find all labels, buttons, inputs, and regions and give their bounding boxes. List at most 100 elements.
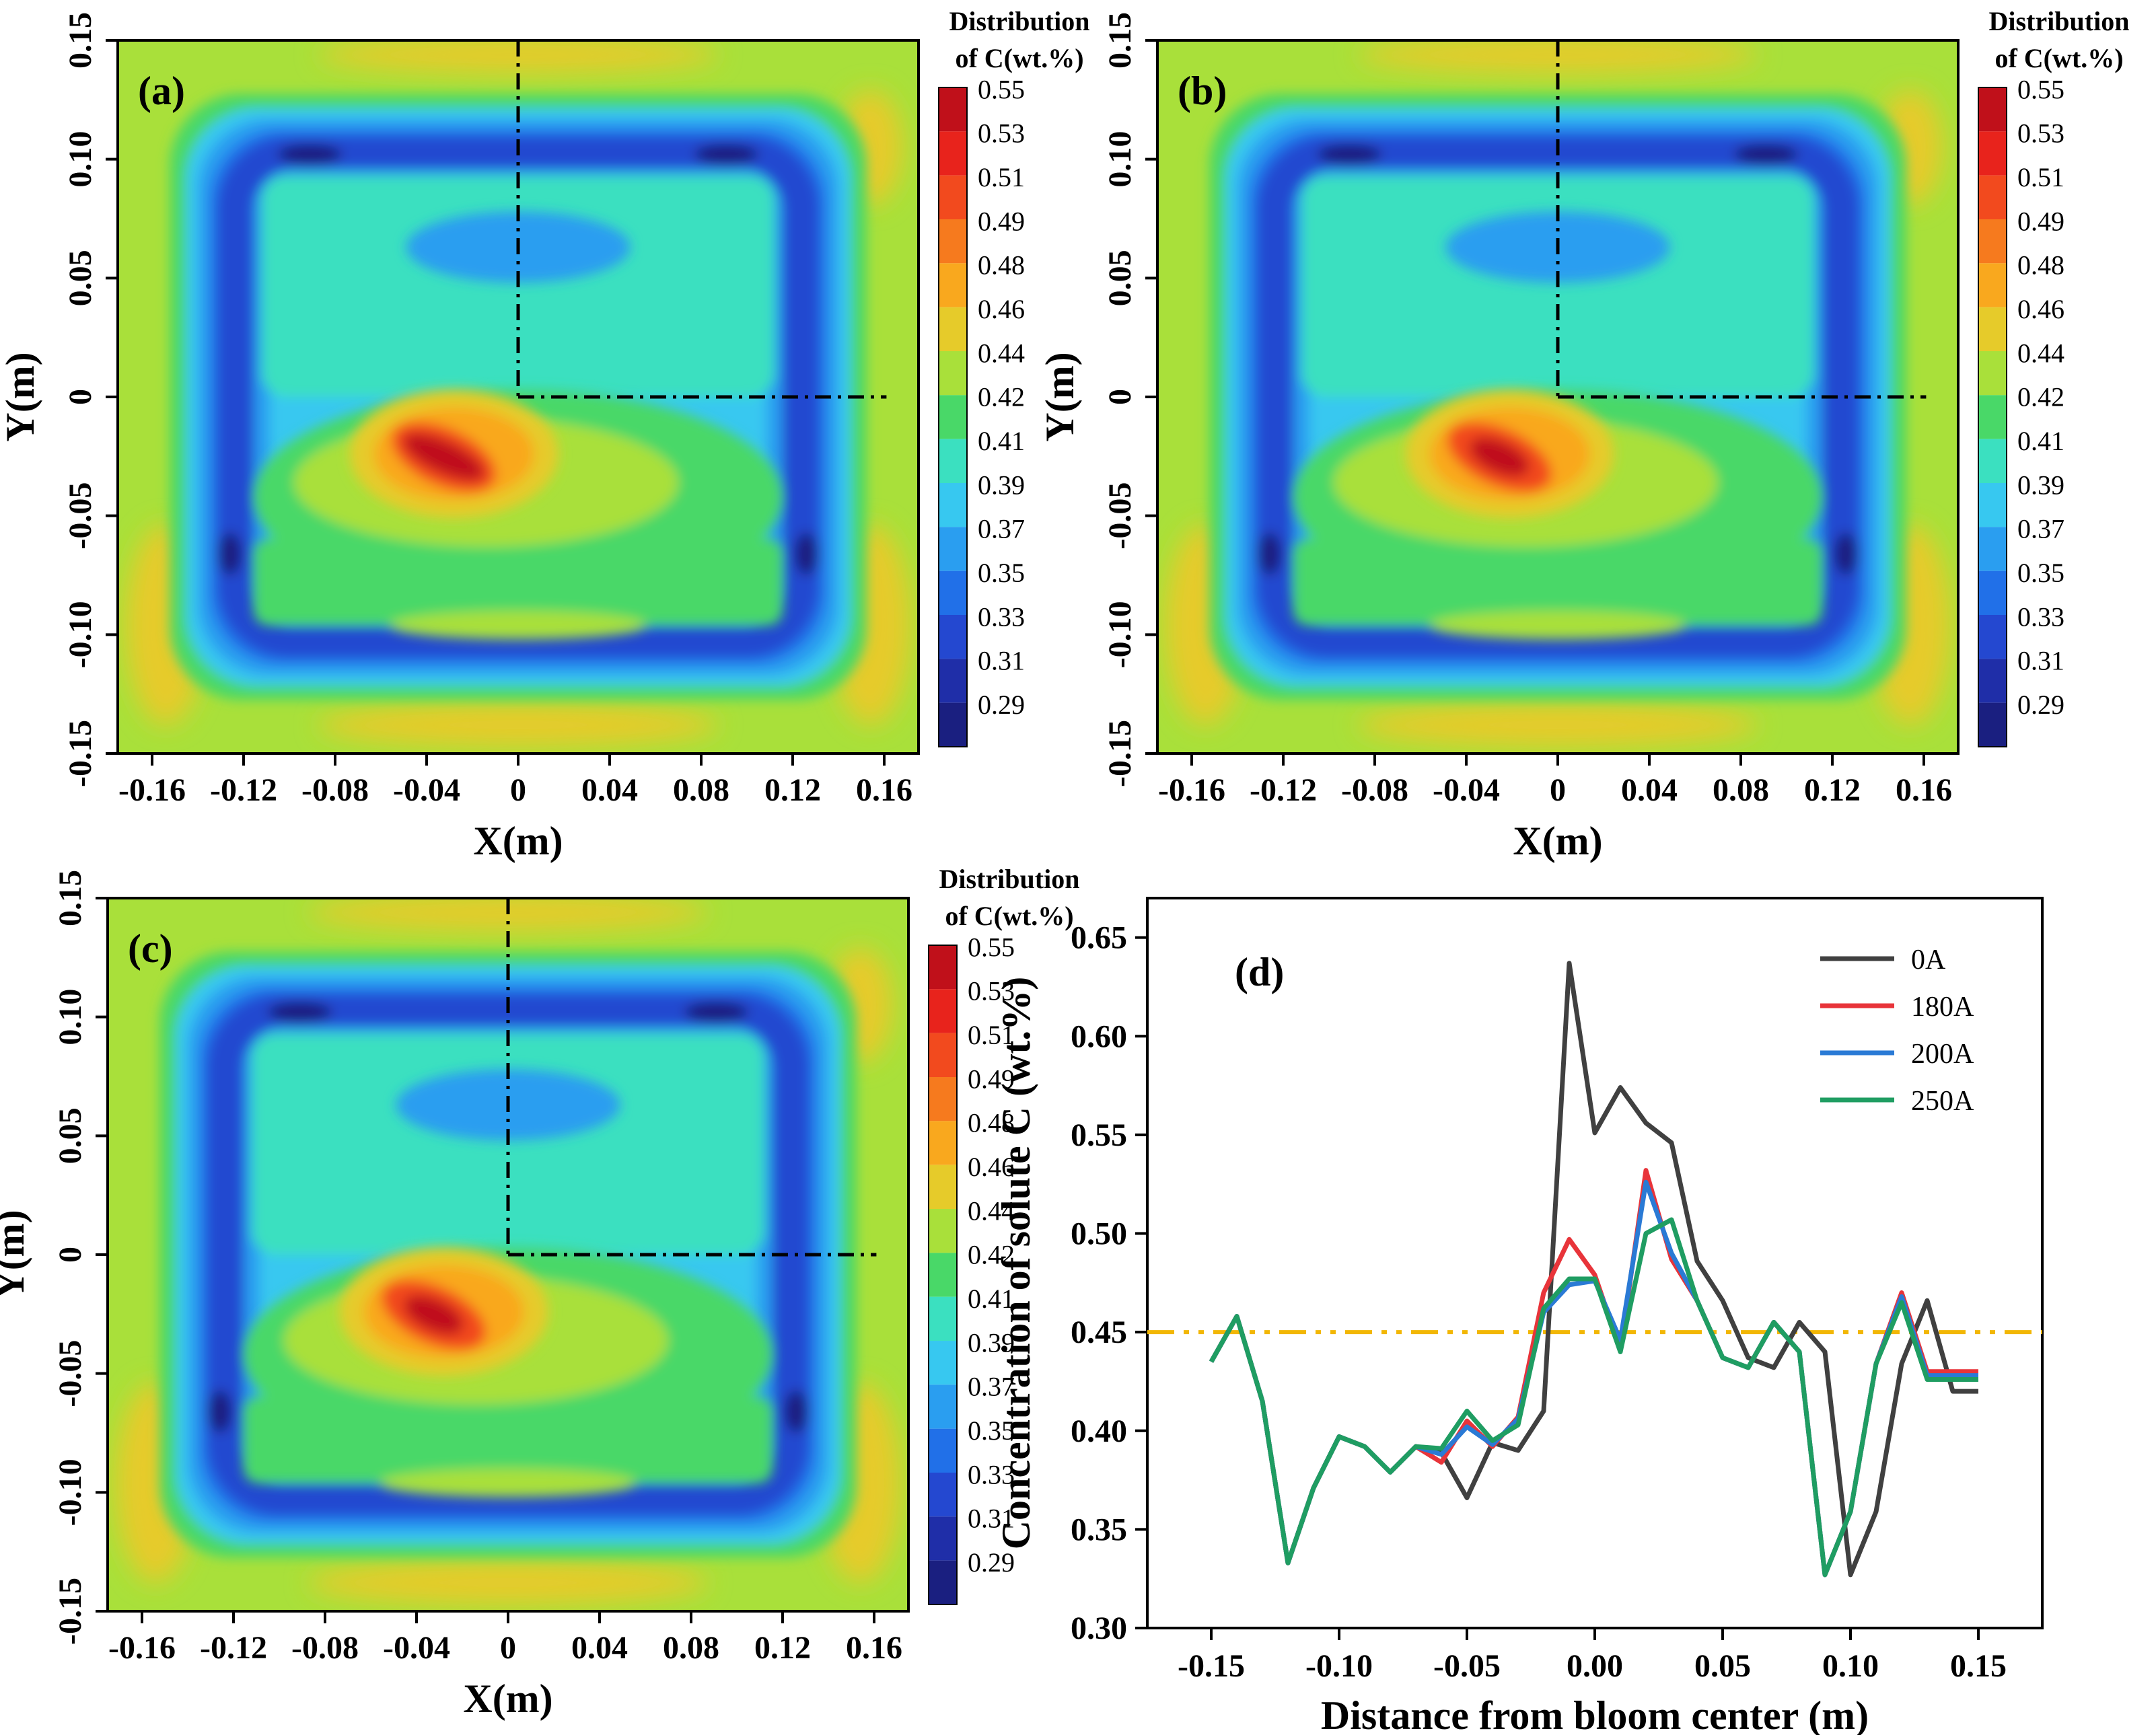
colorbar-swatch (929, 1341, 957, 1385)
colorbar-swatch (1978, 87, 2007, 132)
legend-label: 250A (1911, 1086, 1974, 1117)
y-tick-label: 0.50 (1071, 1216, 1127, 1252)
x-tick-label: 0 (1550, 772, 1566, 808)
colorbar-swatch (939, 570, 967, 615)
x-tick-label: -0.04 (393, 772, 460, 808)
colorbar-level-label: 0.48 (2017, 250, 2064, 281)
colorbar-level-label: 0.33 (968, 1459, 1015, 1489)
colorbar-level-label: 0.53 (2017, 118, 2064, 149)
colorbar-level-label: 0.39 (968, 1327, 1015, 1358)
x-tick-label: -0.15 (1178, 1648, 1245, 1684)
colorbar-swatch (929, 1121, 957, 1165)
colorbar-swatch (929, 1033, 957, 1077)
colorbar-level-label: 0.39 (2017, 470, 2064, 500)
colorbar-swatch (1978, 483, 2007, 527)
colorbar-title-unit: of C(wt.%) (1995, 43, 2123, 73)
colorbar-swatch (939, 87, 967, 132)
colorbar-title-unit: of C(wt.%) (945, 901, 1073, 931)
y-tick-label: 0.30 (1071, 1611, 1127, 1646)
colorbar-level-label: 0.49 (2017, 206, 2064, 236)
plot-frame (1146, 897, 2044, 1629)
colorbar-level-label: 0.53 (978, 118, 1025, 149)
y-tick-label: 0.15 (52, 870, 88, 926)
y-tick-label: -0.10 (52, 1459, 88, 1526)
x-tick-label: -0.12 (200, 1630, 267, 1666)
y-tick-label: 0.60 (1071, 1019, 1127, 1054)
colorbar-level-label: 0.35 (968, 1415, 1015, 1446)
legend-label: 0A (1911, 945, 1946, 975)
y-tick-label: 0.10 (63, 131, 98, 188)
y-tick-label: 0.10 (52, 989, 88, 1045)
colorbar-swatch (1978, 702, 2007, 747)
colorbar-level-label: 0.29 (2017, 690, 2064, 720)
colorbar-level-label: 0.44 (2017, 338, 2064, 368)
colorbar-level-label: 0.44 (968, 1195, 1015, 1226)
y-tick-label: 0.05 (1102, 250, 1138, 306)
colorbar-level-label: 0.41 (2017, 426, 2064, 456)
colorbar-level-label: 0.51 (968, 1020, 1015, 1050)
colorbar-swatch (1978, 351, 2007, 396)
colorbar-swatch (1978, 527, 2007, 571)
colorbar-level-label: 0.31 (968, 1504, 1015, 1534)
colorbar-level-label: 0.46 (968, 1152, 1015, 1182)
y-axis-label: Y(m) (1038, 352, 1082, 441)
colorbar-title-unit: of C(wt.%) (955, 43, 1083, 73)
colorbar-frame (928, 945, 958, 1605)
colorbar-level-label: 0.35 (978, 558, 1025, 588)
panel-b-contour: -0.16 -0.12 -0.08 -0.04 0 0.04 0.08 0.12 0.16 0.1… (1038, 6, 2129, 863)
x-tick-label: -0.16 (108, 1630, 176, 1666)
x-tick-label: -0.16 (1158, 772, 1225, 808)
panel-c-contour: -0.16 -0.12 -0.08 -0.04 0 0.04 0.08 0.12 0.16 0.1… (0, 864, 1079, 1721)
x-tick-label: 0.08 (1713, 772, 1769, 808)
colorbar-level-label: 0.48 (968, 1108, 1015, 1138)
y-tick-label: -0.05 (52, 1340, 88, 1407)
colorbar-swatch (929, 1385, 957, 1429)
y-tick-label: 0.45 (1071, 1315, 1127, 1350)
colorbar-swatch (939, 131, 967, 176)
colorbar-swatch (939, 219, 967, 264)
y-tick-label: -0.15 (52, 1578, 88, 1645)
panel-a-contour: -0.16 -0.12 -0.08 -0.04 0 0.04 0.08 0.12 0.16 0.1… (0, 6, 1089, 863)
x-tick-label: 0.08 (663, 1630, 719, 1666)
x-tick-label: -0.04 (1433, 772, 1500, 808)
x-tick-label: -0.16 (118, 772, 186, 808)
colorbar-swatch (939, 439, 967, 483)
colorbar-level-label: 0.49 (978, 206, 1025, 236)
y-tick-label: 0.35 (1071, 1512, 1127, 1547)
panel-label: (a) (138, 69, 185, 113)
colorbar-level-label: 0.53 (968, 976, 1015, 1006)
x-axis-label: X(m) (473, 819, 563, 863)
colorbar-level-label: 0.51 (978, 162, 1025, 192)
colorbar-swatch (1978, 395, 2007, 439)
colorbar-swatch (939, 351, 967, 396)
x-tick-label: 0 (500, 1630, 516, 1666)
colorbar-swatch (1978, 570, 2007, 615)
colorbar-swatch (929, 1253, 957, 1297)
y-tick-label: 0 (52, 1247, 88, 1263)
x-tick-label: -0.12 (210, 772, 277, 808)
colorbar-swatch (929, 1077, 957, 1121)
colorbar-swatch (929, 1165, 957, 1209)
x-tick-label: -0.08 (301, 772, 369, 808)
y-tick-label: -0.10 (1102, 601, 1138, 668)
y-tick-label: 0.15 (1102, 12, 1138, 69)
y-tick-label: 0 (63, 389, 98, 405)
x-axis-label: Distance from bloom center (m) (1321, 1693, 1869, 1735)
colorbar-level-label: 0.49 (968, 1064, 1015, 1094)
colorbar-level-label: 0.33 (978, 601, 1025, 632)
colorbar-swatch (939, 483, 967, 527)
panel-label: (b) (1178, 69, 1227, 113)
x-tick-label: 0 (510, 772, 526, 808)
colorbar-level-label: 0.55 (968, 932, 1015, 962)
y-tick-label: -0.15 (1102, 720, 1138, 787)
y-tick-label: 0.65 (1071, 920, 1127, 956)
colorbar-frame (1978, 87, 2007, 747)
colorbar-swatch (939, 395, 967, 439)
colorbar-level-label: 0.48 (978, 250, 1025, 281)
colorbar-level-label: 0.55 (2017, 74, 2064, 104)
x-tick-label: -0.10 (1305, 1648, 1373, 1684)
colorbar-title: Distribution (1989, 6, 2130, 36)
x-tick-label: 0.12 (754, 1630, 811, 1666)
y-tick-label: 0.55 (1071, 1117, 1127, 1153)
